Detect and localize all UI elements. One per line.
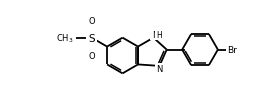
Text: O: O [88, 51, 95, 60]
Text: CH$_3$: CH$_3$ [56, 32, 74, 44]
Text: N: N [152, 31, 158, 40]
Text: H: H [156, 31, 162, 40]
Text: S: S [88, 33, 95, 43]
Text: Br: Br [227, 46, 237, 55]
Text: O: O [88, 17, 95, 26]
Text: N: N [156, 65, 163, 73]
